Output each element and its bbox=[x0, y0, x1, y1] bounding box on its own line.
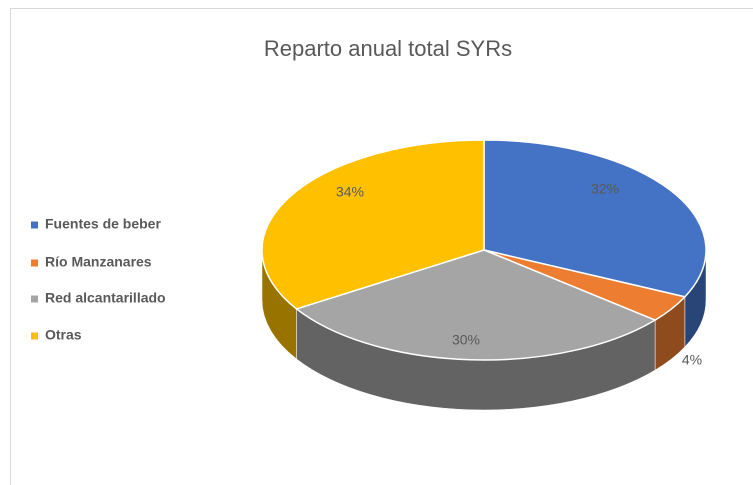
legend-swatch bbox=[31, 332, 38, 340]
pie-slice bbox=[483, 139, 707, 298]
legend-label: Red alcantarillado bbox=[45, 290, 166, 306]
legend-swatch bbox=[31, 295, 38, 303]
chart-title: Reparto anual total SYRs bbox=[264, 36, 512, 61]
pie-slice bbox=[294, 249, 657, 361]
pie-slice bbox=[261, 139, 485, 310]
data-label: 34% bbox=[336, 184, 364, 200]
data-label: 32% bbox=[591, 181, 619, 197]
legend-swatch bbox=[31, 259, 38, 267]
legend-label: Otras bbox=[45, 327, 82, 343]
legend-label: Fuentes de beber bbox=[45, 216, 161, 232]
legend-swatch bbox=[31, 221, 38, 229]
data-label: 30% bbox=[452, 332, 480, 348]
data-label: 4% bbox=[682, 352, 702, 368]
legend-label: Río Manzanares bbox=[45, 254, 152, 270]
